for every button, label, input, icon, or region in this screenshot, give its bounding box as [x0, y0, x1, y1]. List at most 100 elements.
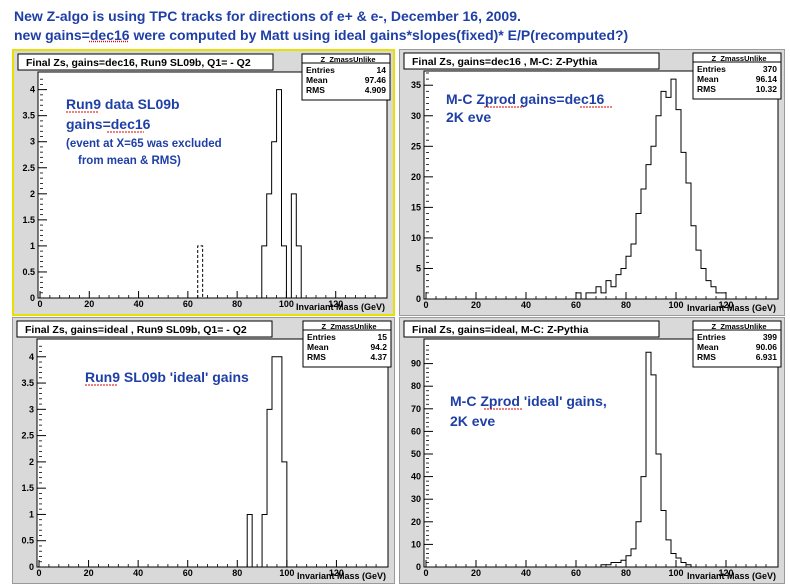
title-box: [403, 52, 660, 70]
x-tick-label: 80: [621, 568, 631, 578]
histogram-bin: [716, 293, 721, 299]
panel-ideal-data[interactable]: Final Zs, gains=ideal , Run9 SL09b, Q1= …: [12, 317, 395, 584]
x-axis-label: Invariant Mass (GeV): [687, 303, 776, 313]
x-tick-label: 120: [718, 568, 733, 578]
annotation-box: [444, 386, 622, 434]
stats-entries-value: 14: [377, 65, 387, 75]
y-tick-label: 0: [416, 562, 421, 572]
y-tick-label: 35: [411, 80, 421, 90]
stats-mean-value: 97.46: [365, 75, 387, 85]
histogram-bin: [611, 287, 616, 299]
y-tick-label: 2.5: [21, 431, 34, 441]
y-tick-label: 3.5: [21, 378, 34, 388]
stats-rms-label: RMS: [697, 352, 716, 362]
histogram-bin: [691, 226, 696, 299]
histogram-bin: [711, 287, 716, 299]
stats-mean-value: 90.06: [756, 342, 778, 352]
histogram-bin: [626, 256, 631, 299]
panel-dec16-data[interactable]: Final Zs, gains=dec16, Run9 SL09b, Q1= -…: [12, 49, 395, 316]
y-tick-label: 50: [411, 449, 421, 459]
stats-entries-label: Entries: [697, 332, 726, 342]
x-tick-label: 0: [36, 568, 41, 578]
stats-rms-value: 6.931: [756, 352, 778, 362]
y-tick-label: 80: [411, 381, 421, 391]
histogram-bin: [721, 293, 726, 299]
headline-gains-word: dec16: [89, 27, 130, 43]
histogram-bin: [247, 514, 252, 567]
annotation-line: (event at X=65 was excluded: [66, 138, 222, 150]
y-tick-label: 0.5: [21, 536, 34, 546]
histogram-outline: [246, 356, 288, 568]
histogram-bin: [631, 244, 636, 299]
y-tick-label: 60: [411, 426, 421, 436]
stats-entries-label: Entries: [697, 64, 726, 74]
histogram-bin: [631, 549, 636, 567]
y-tick-label: 40: [411, 472, 421, 482]
x-tick-label: 100: [279, 568, 294, 578]
histogram-bin: [661, 511, 666, 568]
chart-title: Final Zs, gains=dec16, Run9 SL09b, Q1= -…: [26, 57, 251, 69]
histogram-bin: [601, 293, 606, 299]
x-tick-label: 60: [183, 299, 193, 309]
stats-name: _Z_ZmassUnlike: [706, 54, 766, 63]
x-tick-label: 120: [329, 568, 344, 578]
histogram-bin: [272, 142, 277, 298]
histogram-bin: [621, 268, 626, 299]
panel-dec16-mc[interactable]: Final Zs, gains=dec16 , M-C: Z-Pythia 0 20…: [399, 49, 785, 316]
stats-rms-label: RMS: [307, 352, 326, 362]
histogram-bin: [267, 409, 272, 567]
histogram-bin: [601, 565, 606, 567]
y-tick-label: 2: [30, 189, 35, 199]
x-tick-label: 120: [328, 299, 343, 309]
stats-mean-value: 96.14: [756, 74, 778, 84]
histogram-bin: [277, 357, 282, 567]
histogram-bin: [616, 562, 621, 567]
histogram-bin: [296, 246, 301, 298]
title-box: [16, 320, 273, 338]
y-tick-label: 0: [416, 294, 421, 304]
stats-entries-value: 399: [763, 332, 777, 342]
x-axis-label: Invariant Mass (GeV): [296, 302, 385, 312]
annotation-line: Run9 data SL09b: [66, 96, 180, 112]
chart-title: Final Zs, gains=ideal, M-C: Z-Pythia: [412, 324, 589, 336]
x-tick-label: 120: [718, 300, 733, 310]
x-tick-label: 80: [232, 299, 242, 309]
y-tick-label: 0: [29, 562, 34, 572]
histogram-bin: [626, 556, 631, 567]
annotation-line: 2K eve: [446, 109, 491, 125]
histogram-bin: [616, 275, 621, 299]
panel-ideal-mc[interactable]: Final Zs, gains=ideal, M-C: Z-Pythia 0 20 4…: [399, 317, 785, 584]
y-tick-label: 10: [411, 539, 421, 549]
stats-box: [301, 53, 391, 101]
x-tick-label: 60: [571, 300, 581, 310]
histogram-bin: [621, 560, 626, 567]
histogram-bin: [611, 562, 616, 567]
histogram-bin: [646, 165, 651, 299]
stats-box: [692, 52, 782, 100]
stats-rms-value: 4.909: [365, 85, 387, 95]
y-tick-label: 0: [30, 293, 35, 303]
histogram-bin: [596, 287, 601, 299]
x-tick-label: 40: [521, 568, 531, 578]
excluded-bin: [197, 245, 204, 298]
histogram-bin: [671, 553, 676, 567]
headline-line2: new gains=dec16 were computed by Matt us…: [14, 27, 629, 43]
histogram-bin: [696, 250, 701, 299]
histogram-bin: [576, 293, 581, 299]
histogram-bin: [656, 116, 661, 299]
title-box: [403, 320, 660, 338]
y-tick-label: 0.5: [22, 267, 35, 277]
stats-rms-label: RMS: [306, 85, 325, 95]
y-tick-label: 25: [411, 141, 421, 151]
x-tick-label: 0: [423, 300, 428, 310]
stats-mean-label: Mean: [697, 342, 719, 352]
histogram-bin: [586, 293, 591, 299]
histogram-bin: [681, 152, 686, 299]
histogram-bin: [282, 462, 287, 567]
histogram-bin: [641, 189, 646, 299]
annotation-box: [48, 89, 246, 173]
stats-box: [692, 320, 782, 368]
x-tick-label: 40: [134, 299, 144, 309]
histogram-bin: [666, 97, 671, 299]
histogram-bin: [636, 522, 641, 567]
